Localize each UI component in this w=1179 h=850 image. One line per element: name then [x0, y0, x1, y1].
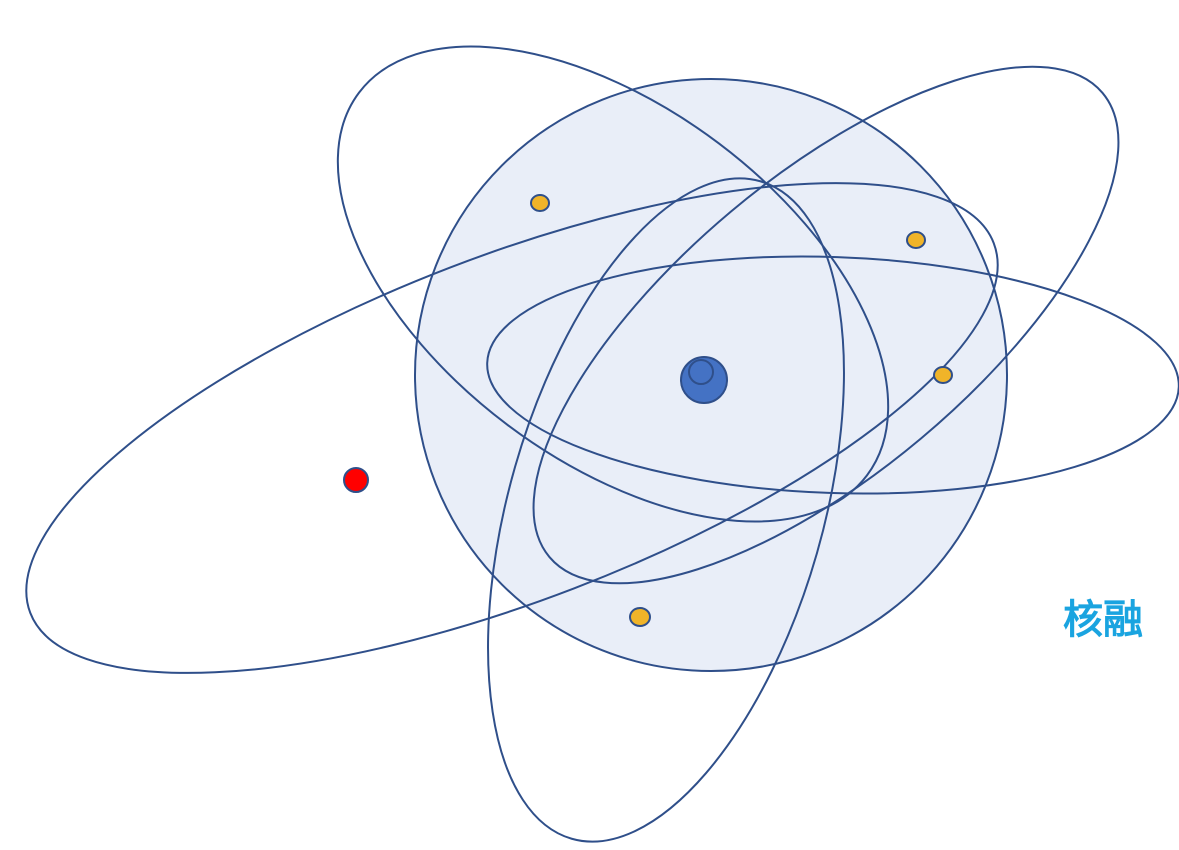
red-particle: [343, 467, 369, 493]
orbit-diagonal-up: [532, 65, 1120, 585]
orbit-diagonal-down: [336, 45, 890, 523]
electron-3: [933, 366, 953, 384]
electrons: [530, 194, 953, 627]
orbit-vertical: [487, 177, 845, 843]
diagram-caption: 核融: [1063, 597, 1143, 643]
electron-4: [629, 607, 651, 627]
electron-2: [906, 231, 926, 249]
orbit-large-left: [25, 182, 999, 674]
nucleus: [680, 356, 728, 404]
electron-1: [530, 194, 550, 212]
nucleus-inner: [688, 359, 714, 385]
